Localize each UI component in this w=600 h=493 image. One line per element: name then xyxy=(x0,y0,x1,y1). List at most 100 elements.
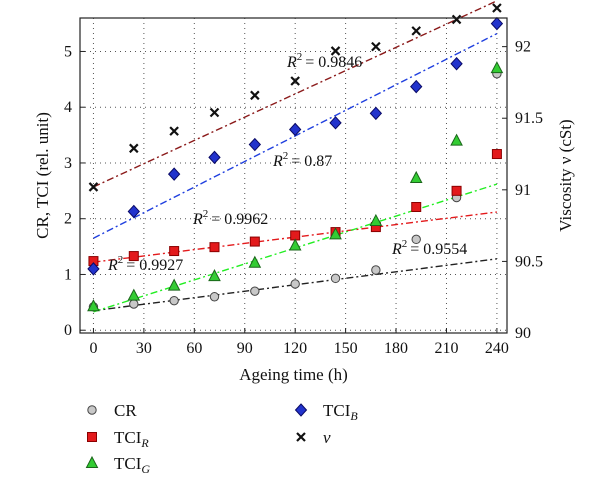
data-point-tci-g xyxy=(167,278,181,291)
r2-symbol: R xyxy=(286,54,297,71)
r2-value: = 0.9927 xyxy=(126,257,183,274)
data-point-tci-b xyxy=(490,16,504,31)
data-point-cr xyxy=(250,286,260,296)
x-tick-label: 90 xyxy=(237,340,253,357)
legend-series-name: CR xyxy=(114,401,137,420)
data-point-tci-g xyxy=(329,227,342,240)
data-point-tci-r xyxy=(249,236,260,247)
data-point-tci-b xyxy=(369,106,383,121)
data-point-cr xyxy=(129,299,139,309)
right-y-axis-title: Viscosity ν (cSt) xyxy=(556,119,575,231)
legend-label-tci-g: TCIG xyxy=(114,454,150,476)
x-tick-label: 120 xyxy=(283,340,307,357)
r2-value: = 0.9962 xyxy=(211,211,268,228)
legend-marker-cr xyxy=(87,405,97,415)
r2-label: R2 = 0.9846 xyxy=(286,51,362,71)
r2-exponent: 2 xyxy=(283,150,289,162)
left-y-tick-label: 5 xyxy=(64,43,72,60)
data-point-tci-b xyxy=(450,56,463,71)
data-point-nu xyxy=(129,143,139,154)
data-point-cr xyxy=(330,273,341,284)
data-point-cr xyxy=(209,292,220,302)
legend-series-name: TCI xyxy=(114,454,142,473)
r2-value: = 0.87 xyxy=(291,153,332,170)
legend-series-subscript: B xyxy=(350,409,358,423)
legend-series-subscript: G xyxy=(141,462,150,476)
data-point-tci-b xyxy=(410,79,423,94)
r2-value: = 0.9846 xyxy=(305,54,362,71)
legend-series-name: TCI xyxy=(323,401,351,420)
legend-label-tci-b: TCIB xyxy=(323,401,358,423)
data-point-cr xyxy=(411,234,421,245)
r2-symbol: R xyxy=(192,211,203,228)
legend-label-nu: ν xyxy=(323,428,331,447)
x-tick-label: 150 xyxy=(334,340,358,357)
grid xyxy=(80,18,507,333)
data-point-cr xyxy=(290,279,300,289)
left-y-axis-title: CR, TCI (rel. unit) xyxy=(33,112,52,239)
data-point-tci-b xyxy=(167,167,181,181)
data-point-nu xyxy=(290,76,300,86)
r2-exponent: 2 xyxy=(297,51,303,63)
legend-marker-tci-r xyxy=(87,432,97,442)
legend-label-cr: CR xyxy=(114,401,137,420)
data-point-tci-b xyxy=(248,137,262,152)
data-point-tci-r xyxy=(169,246,180,257)
left-y-tick-label: 1 xyxy=(64,266,72,283)
r2-exponent: 2 xyxy=(203,208,209,220)
data-point-tci-g xyxy=(127,288,141,301)
left-y-tick-label: 0 xyxy=(64,322,72,339)
right-y-tick-label: 90 xyxy=(515,325,531,342)
legend-marker-tci-g xyxy=(85,455,99,468)
data-point-tci-b xyxy=(127,204,140,219)
x-tick-label: 60 xyxy=(186,340,202,357)
right-y-tick-label: 90.5 xyxy=(515,253,543,270)
plot-frame xyxy=(79,17,508,334)
data-point-cr xyxy=(169,295,179,306)
right-y-tick-label: 91 xyxy=(515,182,531,199)
x-axis-title: Ageing time (h) xyxy=(239,365,348,384)
legend-marker-nu xyxy=(296,432,306,442)
r2-exponent: 2 xyxy=(118,254,124,266)
data-point-nu xyxy=(88,182,99,192)
data-point-nu xyxy=(209,107,220,118)
legend-marker-tci-b xyxy=(294,403,308,417)
data-point-tci-g xyxy=(248,255,262,268)
data-point-tci-g xyxy=(369,213,383,226)
r2-exponent: 2 xyxy=(402,238,408,250)
data-point-tci-b xyxy=(289,122,302,137)
legend-series-name: ν xyxy=(323,428,331,447)
data-point-tci-g xyxy=(87,299,100,312)
left-y-tick-label: 4 xyxy=(64,99,72,116)
data-point-tci-r xyxy=(128,251,139,262)
data-point-tci-g xyxy=(490,61,504,74)
data-point-tci-g xyxy=(450,133,463,146)
x-tick-label: 30 xyxy=(136,340,152,357)
right-y-tick-label: 91.5 xyxy=(515,110,543,127)
data-point-nu xyxy=(330,46,341,56)
legend-series-name: TCI xyxy=(114,428,142,447)
data-point-tci-g xyxy=(208,269,221,282)
data-point-tci-b xyxy=(329,116,342,130)
r2-symbol: R xyxy=(272,153,283,170)
data-point-nu xyxy=(411,26,421,36)
r2-value: = 0.9554 xyxy=(410,241,467,258)
left-y-tick-label: 3 xyxy=(64,155,72,172)
data-point-tci-b xyxy=(208,150,221,165)
right-y-tick-label: 92 xyxy=(515,39,531,56)
legend-label-tci-r: TCIR xyxy=(114,428,149,450)
data-point-nu xyxy=(371,41,381,52)
left-y-tick-label: 2 xyxy=(64,211,72,228)
x-tick-label: 180 xyxy=(384,340,408,357)
data-point-tci-r xyxy=(411,202,422,212)
r2-symbol: R xyxy=(391,241,402,258)
x-tick-label: 210 xyxy=(434,340,458,357)
data-point-nu xyxy=(492,3,502,13)
data-point-nu xyxy=(451,14,462,25)
data-points xyxy=(87,3,504,312)
r2-label: R2 = 0.87 xyxy=(272,150,332,170)
r2-symbol: R xyxy=(107,257,118,274)
